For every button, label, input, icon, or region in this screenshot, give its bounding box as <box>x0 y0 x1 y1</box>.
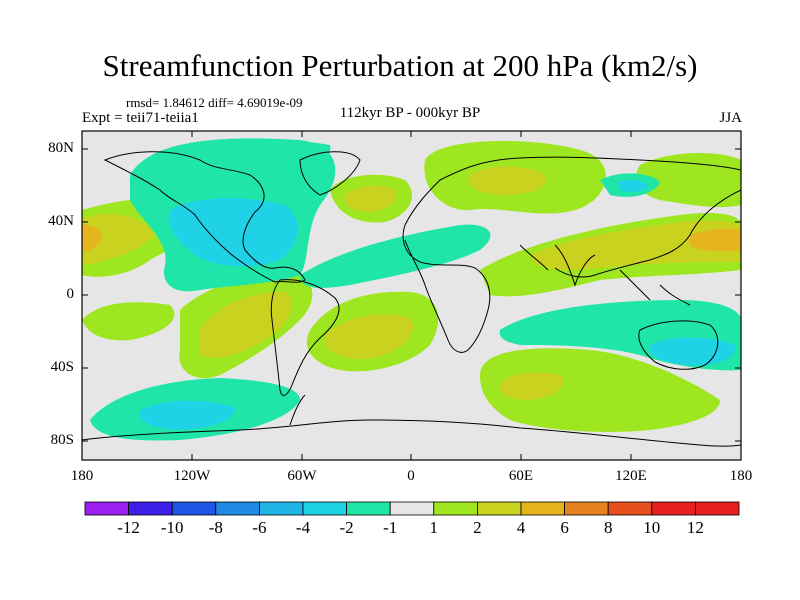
colorbar-label: 4 <box>516 518 526 537</box>
contour-fields <box>82 138 741 441</box>
lon-label-60e: 60E <box>508 468 534 484</box>
contour-blue-northpac <box>618 179 648 192</box>
colorbar-label: 6 <box>560 518 569 537</box>
lat-label-0: 0 <box>66 286 75 302</box>
colorbar-label: -8 <box>208 518 223 537</box>
coast-australia <box>638 320 719 370</box>
lon-label-60w: 60W <box>287 468 317 484</box>
lat-label-80n: 80N <box>48 140 74 156</box>
lat-label-40n: 40N <box>48 213 74 229</box>
lon-label-180w: 180 <box>70 468 94 484</box>
contour-yellow-asia <box>530 220 741 271</box>
contour-yellow-south-america <box>200 291 293 358</box>
season-label: JJA <box>719 110 742 126</box>
coastlines <box>82 151 741 447</box>
stats-text: rmsd= 1.84612 diff= 4.69019e-09 <box>126 95 303 110</box>
experiment-label: Expt = teii71-teiia1 <box>82 110 199 126</box>
lon-label-120e: 120E <box>615 468 647 484</box>
axis-ticks <box>82 131 741 460</box>
coast-se-asia <box>619 269 691 306</box>
coast-arabia-india <box>519 244 596 287</box>
lon-label-120w: 120W <box>173 468 211 484</box>
lat-label-40s: 40S <box>50 359 74 375</box>
colorbar-label: -12 <box>117 518 140 537</box>
period-label: 112kyr BP - 000kyr BP <box>339 105 481 121</box>
lon-label-180e: 180 <box>729 468 753 484</box>
coast-europe-asia <box>404 156 741 278</box>
coast-north-america <box>103 151 306 283</box>
contour-yellow-south-atlantic <box>324 314 414 359</box>
contour-cyan-arctic <box>160 139 331 170</box>
contour-yellow-southern <box>499 372 564 400</box>
figure-title: Streamfunction Perturbation at 200 hPa (… <box>102 48 698 83</box>
contour-orange-pacific-w <box>82 224 102 252</box>
contour-blue-south-pacific <box>139 400 235 430</box>
contour-blue-north-america <box>168 198 298 267</box>
colorbar-label: 10 <box>643 518 661 537</box>
contour-blue-australia <box>649 337 736 366</box>
lat-label-80s: 80S <box>50 432 74 448</box>
coast-africa <box>402 224 491 353</box>
lon-label-0: 0 <box>407 468 415 484</box>
contour-green-southern-ocean <box>480 348 720 432</box>
coast-antarctica <box>82 419 741 447</box>
contour-yellow-siberia <box>469 166 546 195</box>
contour-cyan-atlantic-band <box>300 224 491 288</box>
colorbar-label: 12 <box>686 518 704 537</box>
contour-yellow-north-atlantic <box>344 185 397 212</box>
contour-green-east-pacific <box>82 302 175 341</box>
colorbar-label: -6 <box>252 518 267 537</box>
colorbar-label: -2 <box>339 518 354 537</box>
coast-greenland <box>299 151 361 196</box>
contour-yellow-pacific-w <box>82 213 155 265</box>
coast-antarctic-peninsula <box>289 394 306 426</box>
colorbar-label: 1 <box>429 518 439 537</box>
colorbar-label: -10 <box>160 518 184 537</box>
colorbar-label: -4 <box>295 518 311 537</box>
coast-south-america <box>270 279 340 396</box>
colorbar-label: -1 <box>383 518 398 537</box>
colorbar-label: 8 <box>603 518 613 537</box>
colorbar-label: 2 <box>473 518 482 537</box>
contour-orange-pacific-e <box>690 228 741 252</box>
contour-green-east-asia <box>636 153 741 208</box>
